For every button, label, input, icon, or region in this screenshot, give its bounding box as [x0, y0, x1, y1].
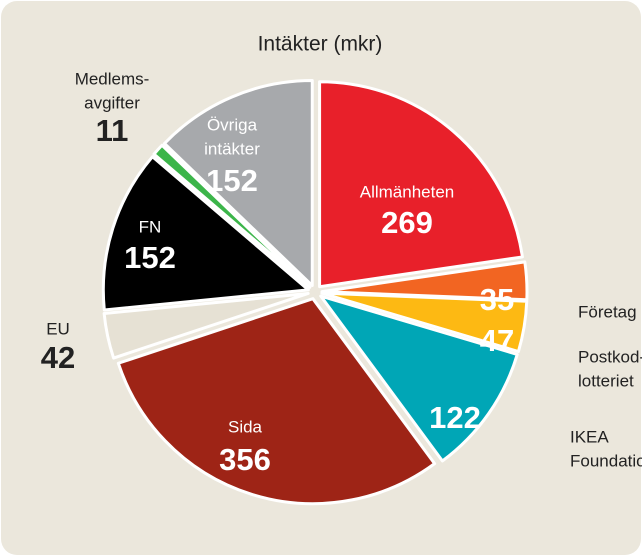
- pie-slice: [102, 291, 310, 360]
- pie-slice: [319, 294, 519, 463]
- slice-value: 269: [381, 205, 433, 240]
- slice-value: 356: [219, 442, 271, 477]
- slice-value: 42: [41, 340, 75, 375]
- slice-name: lotteriet: [578, 371, 634, 390]
- pie-slice: [318, 80, 524, 289]
- slice-name: Allmänheten: [360, 182, 455, 201]
- pie-slice: [152, 143, 312, 289]
- slice-name: Medlems-: [75, 69, 150, 88]
- slice-value: 152: [124, 240, 176, 275]
- slice-value: 11: [96, 113, 129, 148]
- slice-name: Postkod-: [578, 347, 642, 366]
- pie-slice: [162, 79, 314, 288]
- slice-name: Företag: [578, 302, 637, 321]
- slice-value: 35: [480, 282, 514, 317]
- slice-value: 47: [480, 323, 514, 358]
- slice-name: EU: [46, 319, 70, 338]
- slice-value: 122: [429, 400, 481, 435]
- pie-slice: [116, 297, 437, 506]
- slice-name: Sida: [228, 417, 263, 436]
- pie-slice: [320, 291, 529, 354]
- pie-slice: [320, 260, 529, 302]
- pie-slice: [101, 155, 310, 312]
- slice-name: intäkter: [204, 139, 260, 158]
- slice-name: IKEA: [570, 427, 609, 446]
- slice-value: 152: [206, 163, 258, 198]
- slice-name: Övriga: [207, 115, 258, 134]
- chart-title: Intäkter (mkr): [258, 33, 383, 56]
- slice-name: FN: [139, 217, 162, 236]
- slice-name: Foundation: [570, 451, 642, 470]
- slice-name: avgifter: [84, 93, 140, 112]
